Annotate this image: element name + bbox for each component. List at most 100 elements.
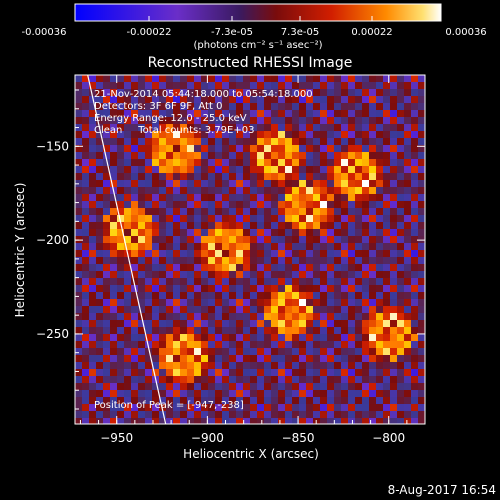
heatmap-pixel (166, 306, 173, 313)
heatmap-pixel (257, 348, 264, 355)
heatmap-pixel (215, 229, 222, 236)
heatmap-pixel (264, 103, 271, 110)
heatmap-pixel (208, 187, 215, 194)
heatmap-pixel (131, 397, 138, 404)
heatmap-pixel (264, 327, 271, 334)
heatmap-pixel (348, 103, 355, 110)
heatmap-pixel (124, 173, 131, 180)
heatmap-pixel (404, 383, 411, 390)
heatmap-pixel (250, 292, 257, 299)
heatmap-pixel (369, 180, 376, 187)
heatmap-pixel (299, 320, 306, 327)
heatmap-pixel (166, 243, 173, 250)
heatmap-pixel (369, 341, 376, 348)
heatmap-pixel (369, 390, 376, 397)
heatmap-pixel (285, 208, 292, 215)
heatmap-pixel (236, 138, 243, 145)
heatmap-pixel (306, 166, 313, 173)
heatmap-pixel (187, 383, 194, 390)
heatmap-pixel (341, 208, 348, 215)
heatmap-pixel (89, 222, 96, 229)
heatmap-pixel (96, 271, 103, 278)
heatmap-pixel (145, 96, 152, 103)
heatmap-pixel (292, 208, 299, 215)
heatmap-pixel (348, 390, 355, 397)
heatmap-pixel (243, 215, 250, 222)
heatmap-pixel (327, 404, 334, 411)
heatmap-pixel (110, 180, 117, 187)
heatmap-pixel (159, 194, 166, 201)
heatmap-pixel (383, 411, 390, 418)
heatmap-pixel (355, 215, 362, 222)
heatmap-pixel (159, 145, 166, 152)
heatmap-pixel (285, 159, 292, 166)
heatmap-pixel (75, 271, 82, 278)
heatmap-pixel (208, 215, 215, 222)
heatmap-pixel (250, 145, 257, 152)
heatmap-pixel (418, 341, 425, 348)
heatmap-pixel (306, 327, 313, 334)
heatmap-pixel (138, 208, 145, 215)
heatmap-pixel (180, 117, 187, 124)
heatmap-pixel (117, 334, 124, 341)
heatmap-pixel (362, 418, 369, 424)
heatmap-pixel (404, 124, 411, 131)
heatmap-pixel (299, 299, 306, 306)
heatmap-pixel (222, 397, 229, 404)
heatmap-pixel (355, 117, 362, 124)
heatmap-pixel (103, 222, 110, 229)
heatmap-pixel (173, 194, 180, 201)
heatmap-pixel (355, 355, 362, 362)
heatmap-pixel (278, 215, 285, 222)
heatmap-pixel (320, 404, 327, 411)
heatmap-pixel (327, 271, 334, 278)
heatmap-pixel (362, 152, 369, 159)
heatmap-pixel (145, 166, 152, 173)
heatmap-pixel (306, 418, 313, 424)
heatmap-pixel (257, 82, 264, 89)
heatmap-pixel (124, 131, 131, 138)
heatmap-pixel (236, 222, 243, 229)
heatmap-pixel (236, 145, 243, 152)
heatmap-pixel (96, 341, 103, 348)
y-axis-label: Heliocentric Y (arcsec) (13, 183, 27, 318)
heatmap-pixel (75, 117, 82, 124)
heatmap-pixel (103, 89, 110, 96)
heatmap-pixel (285, 75, 292, 82)
heatmap-pixel (138, 159, 145, 166)
heatmap-pixel (145, 355, 152, 362)
heatmap-pixel (397, 173, 404, 180)
heatmap-pixel (404, 285, 411, 292)
heatmap-pixel (82, 418, 89, 424)
heatmap-pixel (411, 215, 418, 222)
heatmap-pixel (180, 397, 187, 404)
heatmap-pixel (152, 383, 159, 390)
heatmap-pixel (369, 418, 376, 424)
heatmap-pixel (96, 187, 103, 194)
heatmap-pixel (390, 145, 397, 152)
heatmap-pixel (117, 201, 124, 208)
heatmap-pixel (75, 110, 82, 117)
heatmap-pixel (166, 362, 173, 369)
heatmap-pixel (397, 208, 404, 215)
heatmap-pixel (355, 124, 362, 131)
heatmap-pixel (215, 75, 222, 82)
heatmap-pixel (89, 117, 96, 124)
heatmap-pixel (285, 418, 292, 424)
heatmap-pixel (320, 390, 327, 397)
heatmap-pixel (243, 166, 250, 173)
heatmap-pixel (201, 411, 208, 418)
heatmap-pixel (285, 278, 292, 285)
heatmap-pixel (271, 152, 278, 159)
heatmap-pixel (82, 208, 89, 215)
heatmap-pixel (383, 110, 390, 117)
heatmap-pixel (166, 334, 173, 341)
heatmap-pixel (236, 271, 243, 278)
heatmap-pixel (215, 138, 222, 145)
heatmap-pixel (376, 320, 383, 327)
heatmap-pixel (418, 362, 425, 369)
heatmap-pixel (320, 138, 327, 145)
heatmap-pixel (229, 159, 236, 166)
heatmap-pixel (96, 117, 103, 124)
heatmap-pixel (243, 362, 250, 369)
